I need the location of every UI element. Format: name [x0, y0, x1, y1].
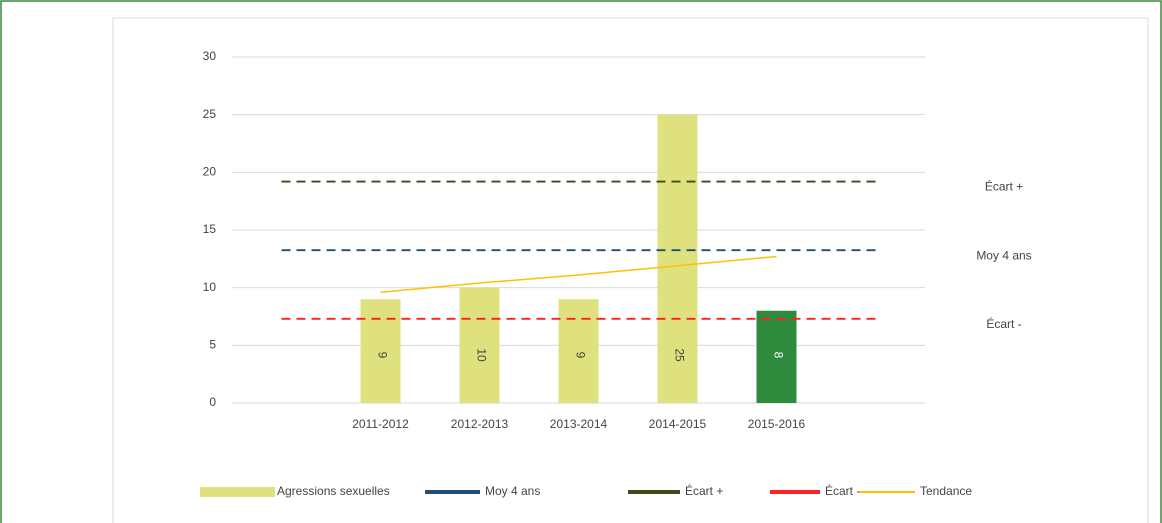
bar [756, 310, 797, 403]
data-label: 9 [375, 352, 389, 359]
y-tick-label: 25 [203, 107, 217, 121]
data-label: 8 [771, 352, 785, 359]
y-tick-label: 0 [209, 395, 216, 409]
y-tick-label: 5 [209, 338, 216, 352]
data-label: 9 [573, 352, 587, 359]
x-tick-label: 2014-2015 [649, 417, 707, 431]
legend-label: Tendance [920, 484, 972, 498]
data-label: 25 [672, 348, 686, 362]
bar [459, 287, 500, 403]
x-tick-label: 2013-2014 [550, 417, 608, 431]
data-label: 10 [474, 348, 488, 362]
y-tick-label: 20 [203, 165, 217, 179]
legend-label: Agressions sexuelles [277, 484, 390, 498]
y-tick-label: 10 [203, 280, 217, 294]
x-tick-label: 2011-2012 [352, 417, 409, 431]
y-tick-label: 30 [203, 49, 217, 63]
bar [558, 299, 599, 403]
legend-swatch [200, 487, 275, 497]
legend-label: Moy 4 ans [485, 484, 540, 498]
annotation: Moy 4 ans [976, 248, 1031, 262]
y-tick-label: 15 [203, 222, 217, 236]
bar [360, 299, 401, 403]
x-tick-label: 2012-2013 [451, 417, 509, 431]
x-tick-label: 2015-2016 [748, 417, 806, 431]
legend-label: Écart + [685, 483, 723, 498]
legend-label: Écart - [825, 483, 860, 498]
line-series [380, 255, 777, 294]
annotation: Écart - [986, 316, 1021, 331]
bar [657, 114, 698, 404]
annotation: Écart + [985, 179, 1023, 194]
